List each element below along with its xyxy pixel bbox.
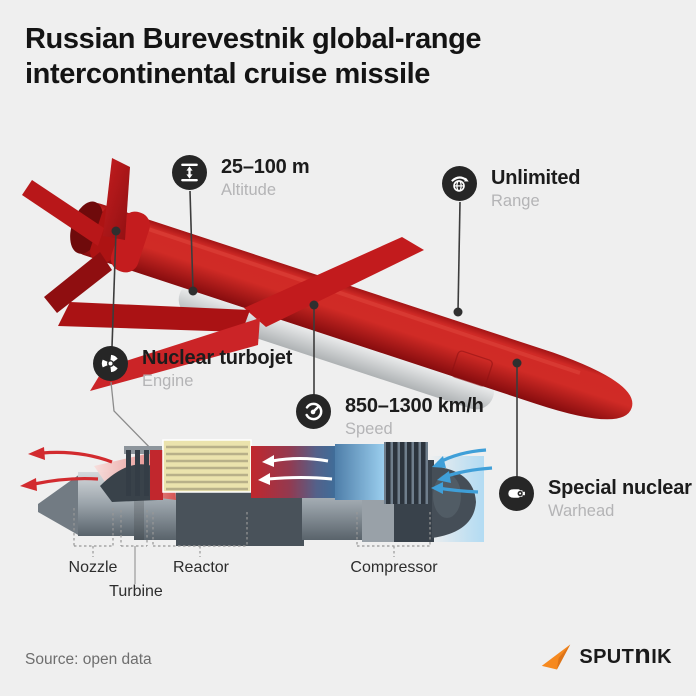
- engine-label: Engine: [142, 372, 194, 390]
- reactor-core: [162, 439, 252, 493]
- title-line-2: intercontinental cruise missile: [25, 58, 431, 90]
- engine-part-label-reactor: Reactor: [172, 559, 230, 576]
- callout-speed: 850–1300 km/h Speed: [296, 394, 484, 439]
- engine-leader-line: [111, 230, 117, 348]
- speed-label: Speed: [345, 420, 393, 438]
- intake-channel: [335, 444, 387, 500]
- warhead-value: Special nuclear: [548, 477, 692, 499]
- part-brackets: [73, 508, 431, 557]
- range-value: Unlimited: [491, 167, 581, 189]
- speedometer-icon: [296, 394, 331, 429]
- speed-value: 850–1300 km/h: [345, 395, 484, 417]
- radiation-icon: [93, 346, 128, 381]
- range-dot: [453, 307, 463, 317]
- reactor-stripes: [166, 445, 248, 491]
- warhead-label: Warhead: [548, 502, 615, 520]
- compressor-blades: [386, 442, 426, 504]
- range-label: Range: [491, 192, 540, 210]
- turbine-bracket: [120, 510, 148, 547]
- range-leader-line: [457, 201, 461, 313]
- missile-wing-left-upper: [58, 302, 250, 332]
- altitude-icon: [172, 155, 207, 190]
- missile-fuselage: [74, 203, 633, 420]
- callout-range: Unlimited Range: [442, 166, 581, 211]
- missile-tail-fin-left: [22, 180, 104, 246]
- logo-text-part1: SPUT: [579, 646, 635, 668]
- duct-flow-arrows: [267, 457, 333, 481]
- reactor-bracket: [152, 512, 248, 557]
- warhead-dot: [512, 358, 522, 368]
- altitude-value: 25–100 m: [221, 156, 310, 178]
- hot-air-duct: [251, 446, 335, 498]
- compressor-bracket: [356, 512, 431, 557]
- page-title: Russian Burevestnik global-range interco…: [25, 22, 665, 92]
- engine-dot: [111, 226, 121, 236]
- sputnik-logo-arrow-icon: [542, 644, 571, 670]
- engine-value: Nuclear turbojet: [142, 347, 293, 369]
- engine-cutaway-diagram: [20, 439, 493, 584]
- speed-dot: [309, 300, 319, 310]
- source-note: Source: open data: [25, 651, 152, 668]
- altitude-label: Altitude: [221, 181, 277, 199]
- missile-illustration: [22, 158, 633, 420]
- sputnik-logo-text: SPUT n IK: [579, 641, 672, 672]
- callout-altitude: 25–100 m Altitude: [172, 155, 310, 200]
- missile-wing-right: [244, 237, 424, 327]
- exhaust-arrows: [33, 450, 113, 486]
- engine-part-label-nozzle: Nozzle: [68, 559, 118, 576]
- callout-engine: Nuclear turbojet Engine: [93, 346, 292, 391]
- altitude-dot: [188, 286, 198, 296]
- logo-text-part3: IK: [651, 646, 672, 668]
- altitude-leader-line: [189, 190, 194, 292]
- globe-range-icon: [442, 166, 477, 201]
- missile-tail-fin-vertical: [103, 158, 130, 240]
- title-line-1: Russian Burevestnik global-range: [25, 23, 482, 55]
- bomb-icon: [499, 476, 534, 511]
- engine-left-cone: [38, 474, 80, 536]
- sputnik-logo: SPUT n IK: [540, 641, 672, 672]
- engine-part-label-turbine: Turbine: [109, 583, 163, 600]
- missile-tail-fin-lower: [44, 252, 112, 313]
- engine-part-label-compressor: Compressor: [350, 559, 438, 576]
- callout-warhead: Special nuclear Warhead: [499, 476, 692, 521]
- missile-wing-left-lower: [90, 318, 260, 391]
